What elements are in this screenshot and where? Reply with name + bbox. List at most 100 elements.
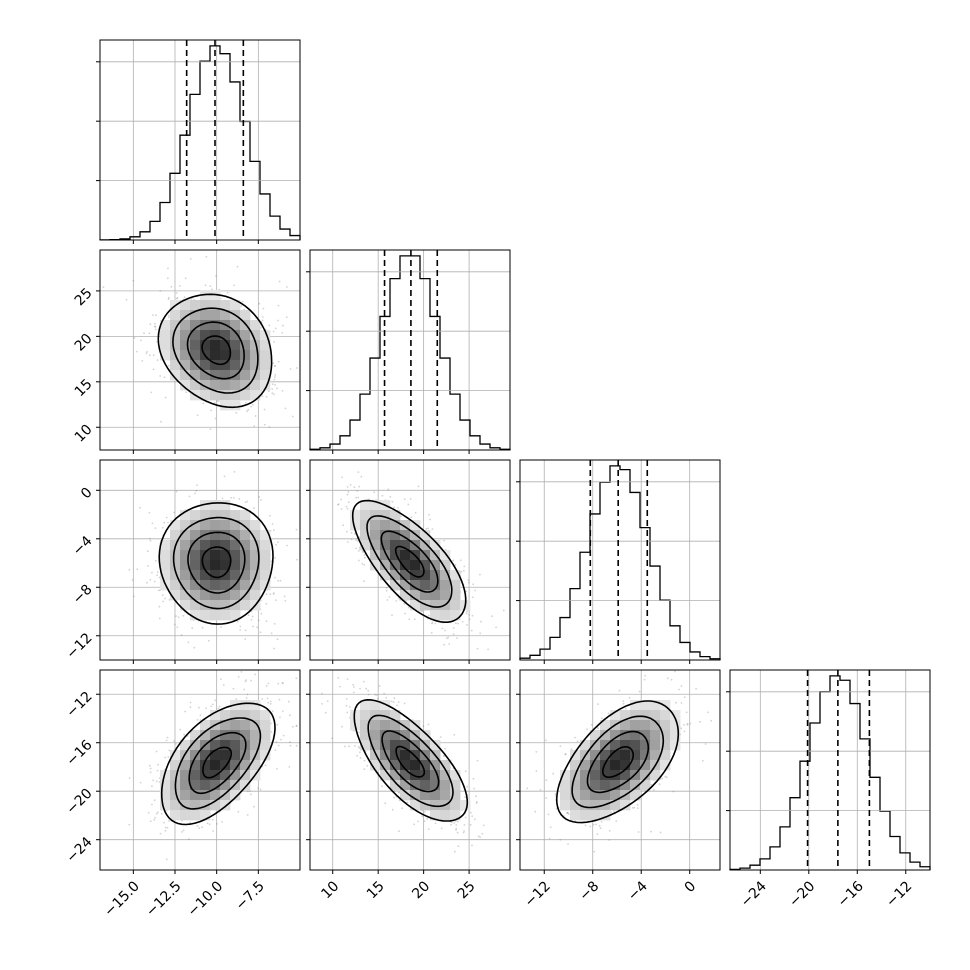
panel-1-0 — [96, 249, 301, 454]
sample-point — [237, 810, 240, 813]
contour-line — [201, 335, 232, 366]
sample-point — [638, 690, 641, 693]
sample-point — [262, 307, 265, 310]
sample-point — [168, 749, 171, 752]
sample-point — [491, 615, 494, 618]
sample-point — [590, 723, 593, 726]
sample-point — [265, 620, 268, 623]
density-cell — [230, 530, 241, 541]
sample-point — [358, 731, 360, 734]
density-cell — [220, 730, 231, 741]
sample-point — [459, 559, 462, 562]
density-cell — [200, 510, 211, 521]
sample-point — [167, 364, 170, 367]
x-tick-label: −24 — [738, 878, 770, 910]
sample-point — [559, 745, 562, 747]
density-cell — [640, 720, 651, 731]
sample-point — [217, 400, 220, 403]
x-tick-label: −7.5 — [233, 878, 268, 913]
density-cell — [380, 730, 391, 741]
sample-point — [240, 305, 243, 308]
sample-point — [274, 327, 277, 330]
density-cell — [200, 770, 211, 781]
density-cell — [230, 770, 241, 781]
sample-point — [165, 739, 168, 742]
sample-point — [281, 681, 284, 684]
density-cell — [260, 550, 271, 561]
sample-point — [158, 576, 161, 579]
sample-point — [463, 565, 466, 568]
sample-point — [253, 805, 255, 808]
density-cell — [620, 720, 631, 731]
sample-point — [264, 764, 267, 767]
density-cell — [380, 570, 391, 581]
sample-point — [608, 839, 611, 841]
density-cell — [390, 580, 401, 591]
sample-point — [154, 325, 157, 328]
sample-point — [282, 734, 285, 737]
sample-point — [164, 396, 167, 399]
density-cell — [610, 710, 621, 721]
axes-frame — [309, 249, 511, 451]
sample-point — [592, 823, 595, 826]
sample-point — [267, 390, 270, 393]
sample-point — [243, 688, 246, 691]
density-cell — [360, 740, 371, 751]
density-cell — [180, 350, 191, 361]
density-cell — [220, 600, 231, 611]
sample-point — [164, 597, 166, 600]
sample-point — [236, 265, 239, 268]
sample-point — [274, 576, 276, 579]
sample-point — [195, 489, 198, 492]
sample-point — [159, 375, 162, 377]
sample-point — [554, 793, 557, 795]
density-cell — [190, 350, 201, 361]
density-cell — [420, 540, 431, 551]
density-cell — [640, 770, 651, 781]
sample-point — [362, 550, 364, 552]
density-cell — [390, 780, 401, 791]
density-cell — [650, 710, 661, 721]
density-cell — [230, 730, 241, 741]
sample-point — [216, 400, 218, 402]
density-cell — [250, 720, 261, 731]
sample-point — [281, 332, 284, 334]
sample-point — [176, 297, 179, 299]
density-cell — [210, 510, 221, 521]
sample-point — [273, 341, 275, 343]
sample-point — [257, 619, 260, 622]
sample-point — [442, 755, 445, 757]
density-cell — [260, 720, 271, 731]
sample-point — [245, 679, 248, 682]
sample-point — [217, 707, 220, 710]
density-cell — [390, 510, 401, 521]
density-cell — [200, 360, 211, 371]
sample-point — [356, 754, 358, 757]
sample-point — [166, 826, 169, 829]
sample-point — [269, 514, 271, 517]
sample-point — [346, 711, 349, 714]
sample-point — [487, 648, 489, 651]
sample-point — [328, 712, 330, 714]
density-cell — [250, 700, 261, 711]
density-cell — [190, 780, 201, 791]
sample-point — [288, 766, 291, 768]
sample-point — [285, 316, 288, 318]
density-cell — [220, 510, 231, 521]
sample-point — [346, 678, 349, 680]
density-cell — [630, 780, 641, 791]
sample-point — [173, 623, 176, 626]
density-cell — [560, 780, 571, 791]
sample-point — [456, 820, 459, 823]
density-cell — [580, 810, 591, 821]
density-cell — [660, 720, 671, 731]
sample-point — [180, 634, 183, 636]
density-cell — [580, 790, 591, 801]
density-cell — [250, 330, 261, 341]
sample-point — [270, 731, 273, 733]
y-tick-label: −12 — [63, 630, 95, 662]
sample-point — [273, 647, 275, 650]
sample-point — [155, 812, 158, 815]
density-cell — [240, 600, 251, 611]
sample-point — [434, 622, 436, 625]
